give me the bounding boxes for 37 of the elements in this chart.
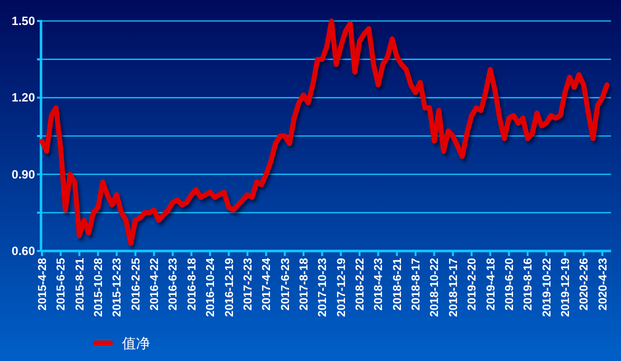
x-tick-label: 2020-2-26 — [578, 258, 591, 310]
legend: 值净 — [93, 335, 150, 351]
x-tick-label: 2016-6-23 — [168, 258, 180, 310]
x-tick-label: 2016-4-22 — [149, 258, 162, 310]
y-tick-label: 1.50 — [12, 14, 36, 28]
legend-label: 值净 — [122, 335, 150, 351]
x-tick-label: 2019-6-20 — [504, 258, 516, 310]
x-tick-label: 2016-2-25 — [130, 257, 142, 310]
x-tick-label: 2018-12-17 — [448, 258, 460, 317]
x-tick-label: 2015-8-21 — [74, 257, 86, 310]
x-tick-label: 2017-10-23 — [317, 258, 330, 317]
x-tick-label: 2015-6-25 — [56, 257, 68, 310]
x-tick-label: 2019-4-18 — [485, 257, 498, 310]
x-tick-label: 2016-8-18 — [186, 257, 198, 310]
x-tick-label: 2017-12-19 — [336, 258, 348, 317]
x-tick-label: 2018-2-22 — [354, 258, 367, 310]
x-tick-label: 2019-2-20 — [466, 258, 479, 310]
x-tick-label: 2015-4-28 — [37, 257, 49, 310]
x-tick-label: 2016-10-24 — [205, 257, 218, 317]
x-tick-label: 2016-12-19 — [224, 258, 236, 317]
x-tick-label: 2018-4-23 — [373, 258, 386, 310]
y-tick-label: 0.60 — [12, 244, 36, 258]
x-tick-label: 2018-10-22 — [429, 258, 442, 317]
x-tick-label: 2017-2-23 — [242, 258, 254, 310]
x-tick-label: 2019-10-22 — [541, 258, 554, 317]
y-tick-label: 1.20 — [12, 90, 36, 105]
x-tick-label: 2015-12-23 — [112, 258, 124, 317]
y-tick-label: 0.90 — [12, 167, 36, 182]
x-tick-label: 2017-6-23 — [280, 258, 292, 310]
x-tick-label: 2020-4-23 — [597, 258, 610, 310]
x-tick-label: 2019-8-16 — [522, 258, 535, 310]
x-tick-label: 2018-8-17 — [410, 258, 423, 310]
x-tick-label: 2017-4-24 — [261, 257, 274, 310]
x-tick-label: 2017-8-18 — [298, 257, 310, 310]
x-tick-label: 2019-12-19 — [560, 258, 572, 317]
x-tick-label: 2015-10-28 — [93, 257, 106, 317]
x-tick-label: 2018-6-21 — [392, 257, 404, 310]
